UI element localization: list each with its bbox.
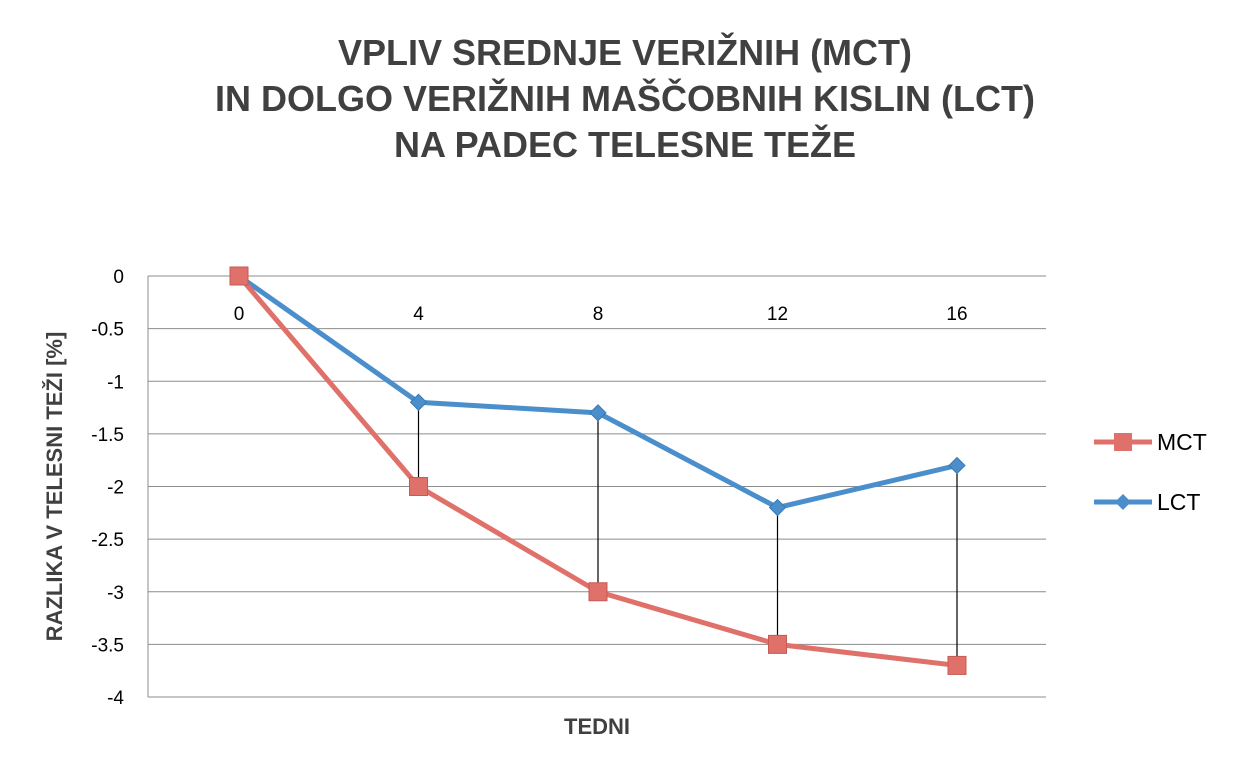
y-tick-label: -2	[107, 478, 124, 499]
x-axis-ticks: 0 4 8 12 16	[234, 304, 968, 325]
data-point-lct	[409, 393, 428, 412]
chart-title: VPLIV SREDNJE VERIŽNIH (MCT) IN DOLGO VE…	[0, 30, 1250, 168]
chart-title-line-2: IN DOLGO VERIŽNIH MAŠČOBNIH KISLIN (LCT)	[215, 78, 1035, 119]
data-point-mct	[229, 266, 249, 286]
data-point-mct	[947, 655, 967, 675]
data-point-lct	[589, 404, 607, 422]
y-tick-label: -3.5	[91, 635, 124, 656]
data-point-lct	[948, 456, 966, 475]
legend-label-lct: LCT	[1157, 489, 1200, 515]
legend-label-mct: MCT	[1157, 429, 1207, 455]
y-tick-label: 0	[113, 267, 124, 288]
x-tick-label: 8	[593, 304, 604, 325]
x-axis-label: TEDNI	[564, 714, 630, 739]
x-tick-label: 0	[234, 304, 245, 325]
y-tick-label: -1.5	[91, 425, 124, 446]
x-tick-label: 12	[767, 304, 788, 325]
legend: MCT LCT	[1094, 429, 1207, 515]
data-point-mct	[588, 582, 608, 602]
y-tick-label: -4	[107, 688, 124, 709]
x-tick-label: 16	[946, 304, 967, 325]
gridlines	[147, 275, 1046, 698]
drop-lines	[417, 402, 958, 666]
legend-marker	[1114, 433, 1132, 451]
y-axis-label: RAZLIKA V TELESNI TEŽI [%]	[42, 332, 67, 642]
y-tick-label: -2.5	[91, 530, 124, 551]
y-tick-label: -3	[107, 583, 124, 604]
series-markers	[229, 266, 967, 675]
x-tick-label: 4	[413, 304, 424, 325]
legend-marker	[1115, 494, 1131, 510]
chart-title-line-1: VPLIV SREDNJE VERIŽNIH (MCT)	[337, 32, 913, 73]
y-tick-label: -0.5	[91, 320, 124, 341]
data-point-lct	[768, 498, 787, 517]
chart-title-line-3: NA PADEC TELESNE TEŽE	[393, 124, 857, 165]
y-tick-label: -1	[107, 372, 124, 393]
data-point-mct	[409, 477, 428, 496]
data-point-mct	[768, 634, 787, 654]
y-axis-ticks: 0 -0.5 -1 -1.5 -2 -2.5 -3 -3.5 -4	[91, 267, 124, 709]
